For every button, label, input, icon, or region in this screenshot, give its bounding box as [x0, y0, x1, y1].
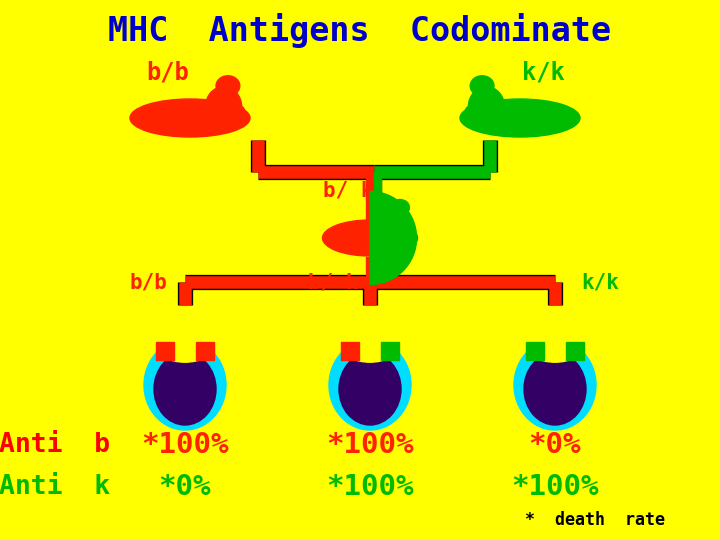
Text: Anti  k: Anti k: [0, 474, 111, 500]
Ellipse shape: [339, 353, 401, 425]
Ellipse shape: [158, 332, 212, 362]
Ellipse shape: [154, 353, 216, 425]
Ellipse shape: [469, 86, 505, 126]
Ellipse shape: [528, 332, 582, 362]
Ellipse shape: [233, 106, 245, 119]
Ellipse shape: [329, 340, 411, 430]
Text: *0%: *0%: [528, 431, 581, 459]
Text: k/k: k/k: [521, 61, 564, 85]
Ellipse shape: [514, 340, 596, 430]
Bar: [156, 342, 174, 360]
Text: *100%: *100%: [511, 473, 599, 501]
Text: *  death  rate: * death rate: [525, 511, 665, 529]
Text: b/b: b/b: [147, 61, 189, 85]
Ellipse shape: [343, 332, 397, 362]
Bar: [196, 342, 214, 360]
Text: b/ k: b/ k: [323, 180, 373, 200]
Ellipse shape: [470, 76, 494, 96]
Ellipse shape: [391, 200, 410, 215]
Text: MHC  Antigens  Codominate: MHC Antigens Codominate: [109, 12, 611, 48]
Text: *100%: *100%: [326, 473, 414, 501]
Text: k/k: k/k: [581, 272, 619, 292]
Ellipse shape: [404, 226, 413, 239]
Text: *0%: *0%: [158, 473, 211, 501]
Ellipse shape: [460, 99, 580, 137]
Text: b/ k: b/ k: [307, 272, 359, 292]
Bar: [341, 342, 359, 360]
Bar: [526, 342, 544, 360]
Text: *100%: *100%: [141, 431, 229, 459]
Wedge shape: [370, 192, 417, 285]
Ellipse shape: [323, 220, 418, 256]
Ellipse shape: [382, 208, 411, 246]
Ellipse shape: [144, 340, 226, 430]
Bar: [566, 342, 584, 360]
Text: Anti  b: Anti b: [0, 432, 111, 458]
Ellipse shape: [524, 353, 586, 425]
Text: b/b: b/b: [129, 272, 167, 292]
Text: *100%: *100%: [326, 431, 414, 459]
Ellipse shape: [206, 86, 242, 126]
Ellipse shape: [216, 76, 240, 96]
Ellipse shape: [130, 99, 250, 137]
Ellipse shape: [465, 106, 477, 119]
Bar: [381, 342, 399, 360]
